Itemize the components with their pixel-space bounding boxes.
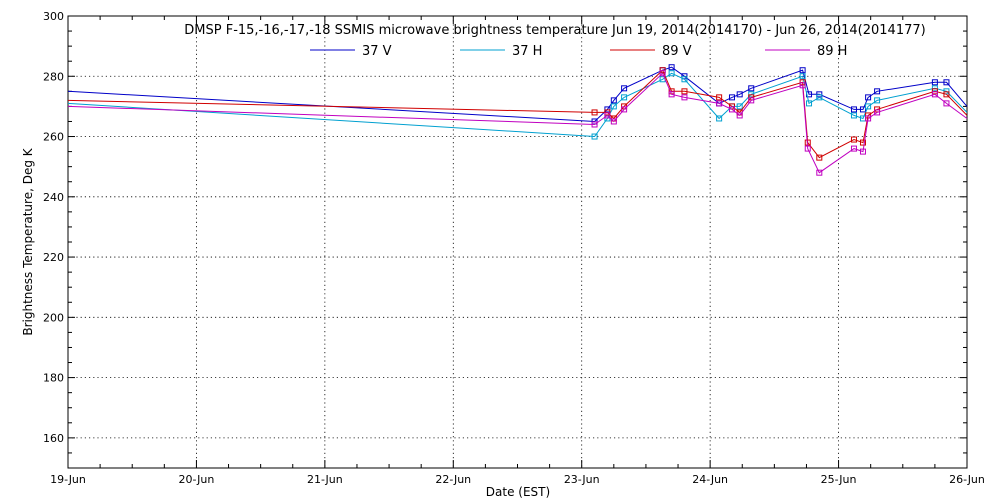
series-89-h	[67, 70, 968, 176]
data-point	[859, 139, 866, 146]
data-point	[716, 115, 723, 122]
legend-label: 37 H	[512, 44, 542, 59]
data-point	[681, 94, 688, 101]
axis-ticks: 160 180 200 220 240 260 280 300 19-Jun 20-Jun 21-J…	[43, 10, 985, 486]
data-point	[799, 67, 806, 74]
data-point	[748, 91, 755, 98]
data-point	[816, 94, 823, 101]
data-point	[850, 112, 857, 119]
data-point	[799, 73, 806, 80]
data-point	[591, 109, 598, 116]
grid-lines	[68, 16, 967, 468]
data-point	[668, 64, 675, 71]
data-point	[816, 169, 823, 176]
x-tick-label: 26-Jun	[949, 473, 985, 486]
data-point	[865, 115, 872, 122]
data-point	[859, 148, 866, 155]
data-point	[850, 136, 857, 143]
data-point	[604, 112, 611, 119]
data-point	[943, 91, 950, 98]
y-axis-title: Brightness Temperature, Deg K	[21, 147, 35, 335]
y-tick-label: 240	[43, 191, 64, 204]
chart-title: DMSP F-15,-16,-17,-18 SSMIS microwave br…	[184, 23, 925, 38]
y-tick-label: 300	[43, 10, 64, 23]
series-line	[67, 72, 968, 138]
data-point	[668, 91, 675, 98]
data-point	[865, 94, 872, 101]
y-tick-label: 280	[43, 70, 64, 83]
data-point	[736, 112, 743, 119]
data-point	[850, 106, 857, 113]
data-point	[681, 88, 688, 95]
data-point	[931, 91, 938, 98]
x-tick-label: 25-Jun	[821, 473, 857, 486]
data-point	[591, 121, 598, 128]
x-tick-label: 22-Jun	[435, 473, 471, 486]
legend-label: 89 V	[662, 44, 692, 59]
y-tick-label: 220	[43, 251, 64, 264]
data-point	[748, 97, 755, 104]
data-point	[874, 97, 881, 104]
data-point	[748, 94, 755, 101]
x-tick-label: 23-Jun	[564, 473, 600, 486]
y-tick-label: 180	[43, 372, 64, 385]
data-point	[728, 106, 735, 113]
y-tick-label: 260	[43, 131, 64, 144]
data-point	[716, 94, 723, 101]
data-point	[736, 91, 743, 98]
legend-item: 89 V	[610, 44, 692, 59]
legend-item: 89 H	[765, 44, 847, 59]
data-point	[804, 145, 811, 152]
data-point	[931, 79, 938, 86]
data-series	[67, 64, 968, 176]
series-line	[67, 66, 968, 123]
data-point	[806, 100, 813, 107]
data-point	[668, 70, 675, 77]
series-line	[67, 69, 968, 159]
data-point	[748, 85, 755, 92]
data-point	[659, 70, 666, 77]
data-point	[591, 133, 598, 140]
series-line	[67, 72, 968, 174]
data-point	[874, 88, 881, 95]
x-tick-label: 21-Jun	[307, 473, 343, 486]
legend: 37 V 37 H 89 V 89 H	[310, 44, 847, 59]
data-point	[621, 106, 628, 113]
data-point	[859, 106, 866, 113]
data-point	[610, 97, 617, 104]
data-point	[610, 103, 617, 110]
x-tick-label: 19-Jun	[50, 473, 86, 486]
data-point	[943, 100, 950, 107]
x-tick-label: 20-Jun	[179, 473, 215, 486]
data-point	[681, 76, 688, 83]
series-37-h	[67, 70, 968, 140]
data-point	[943, 79, 950, 86]
legend-item: 37 H	[460, 44, 542, 59]
data-point	[874, 109, 881, 116]
data-point	[716, 100, 723, 107]
data-point	[728, 94, 735, 101]
data-point	[816, 154, 823, 161]
x-tick-label: 24-Jun	[692, 473, 728, 486]
legend-item: 37 V	[310, 44, 392, 59]
data-point	[850, 145, 857, 152]
data-point	[799, 82, 806, 89]
data-point	[736, 103, 743, 110]
data-point	[621, 94, 628, 101]
legend-label: 89 H	[817, 44, 847, 59]
y-tick-label: 160	[43, 432, 64, 445]
x-axis-title: Date (EST)	[486, 485, 550, 499]
data-point	[621, 85, 628, 92]
legend-label: 37 V	[362, 44, 392, 59]
data-point	[610, 118, 617, 125]
y-tick-label: 200	[43, 311, 64, 324]
data-point	[865, 103, 872, 110]
